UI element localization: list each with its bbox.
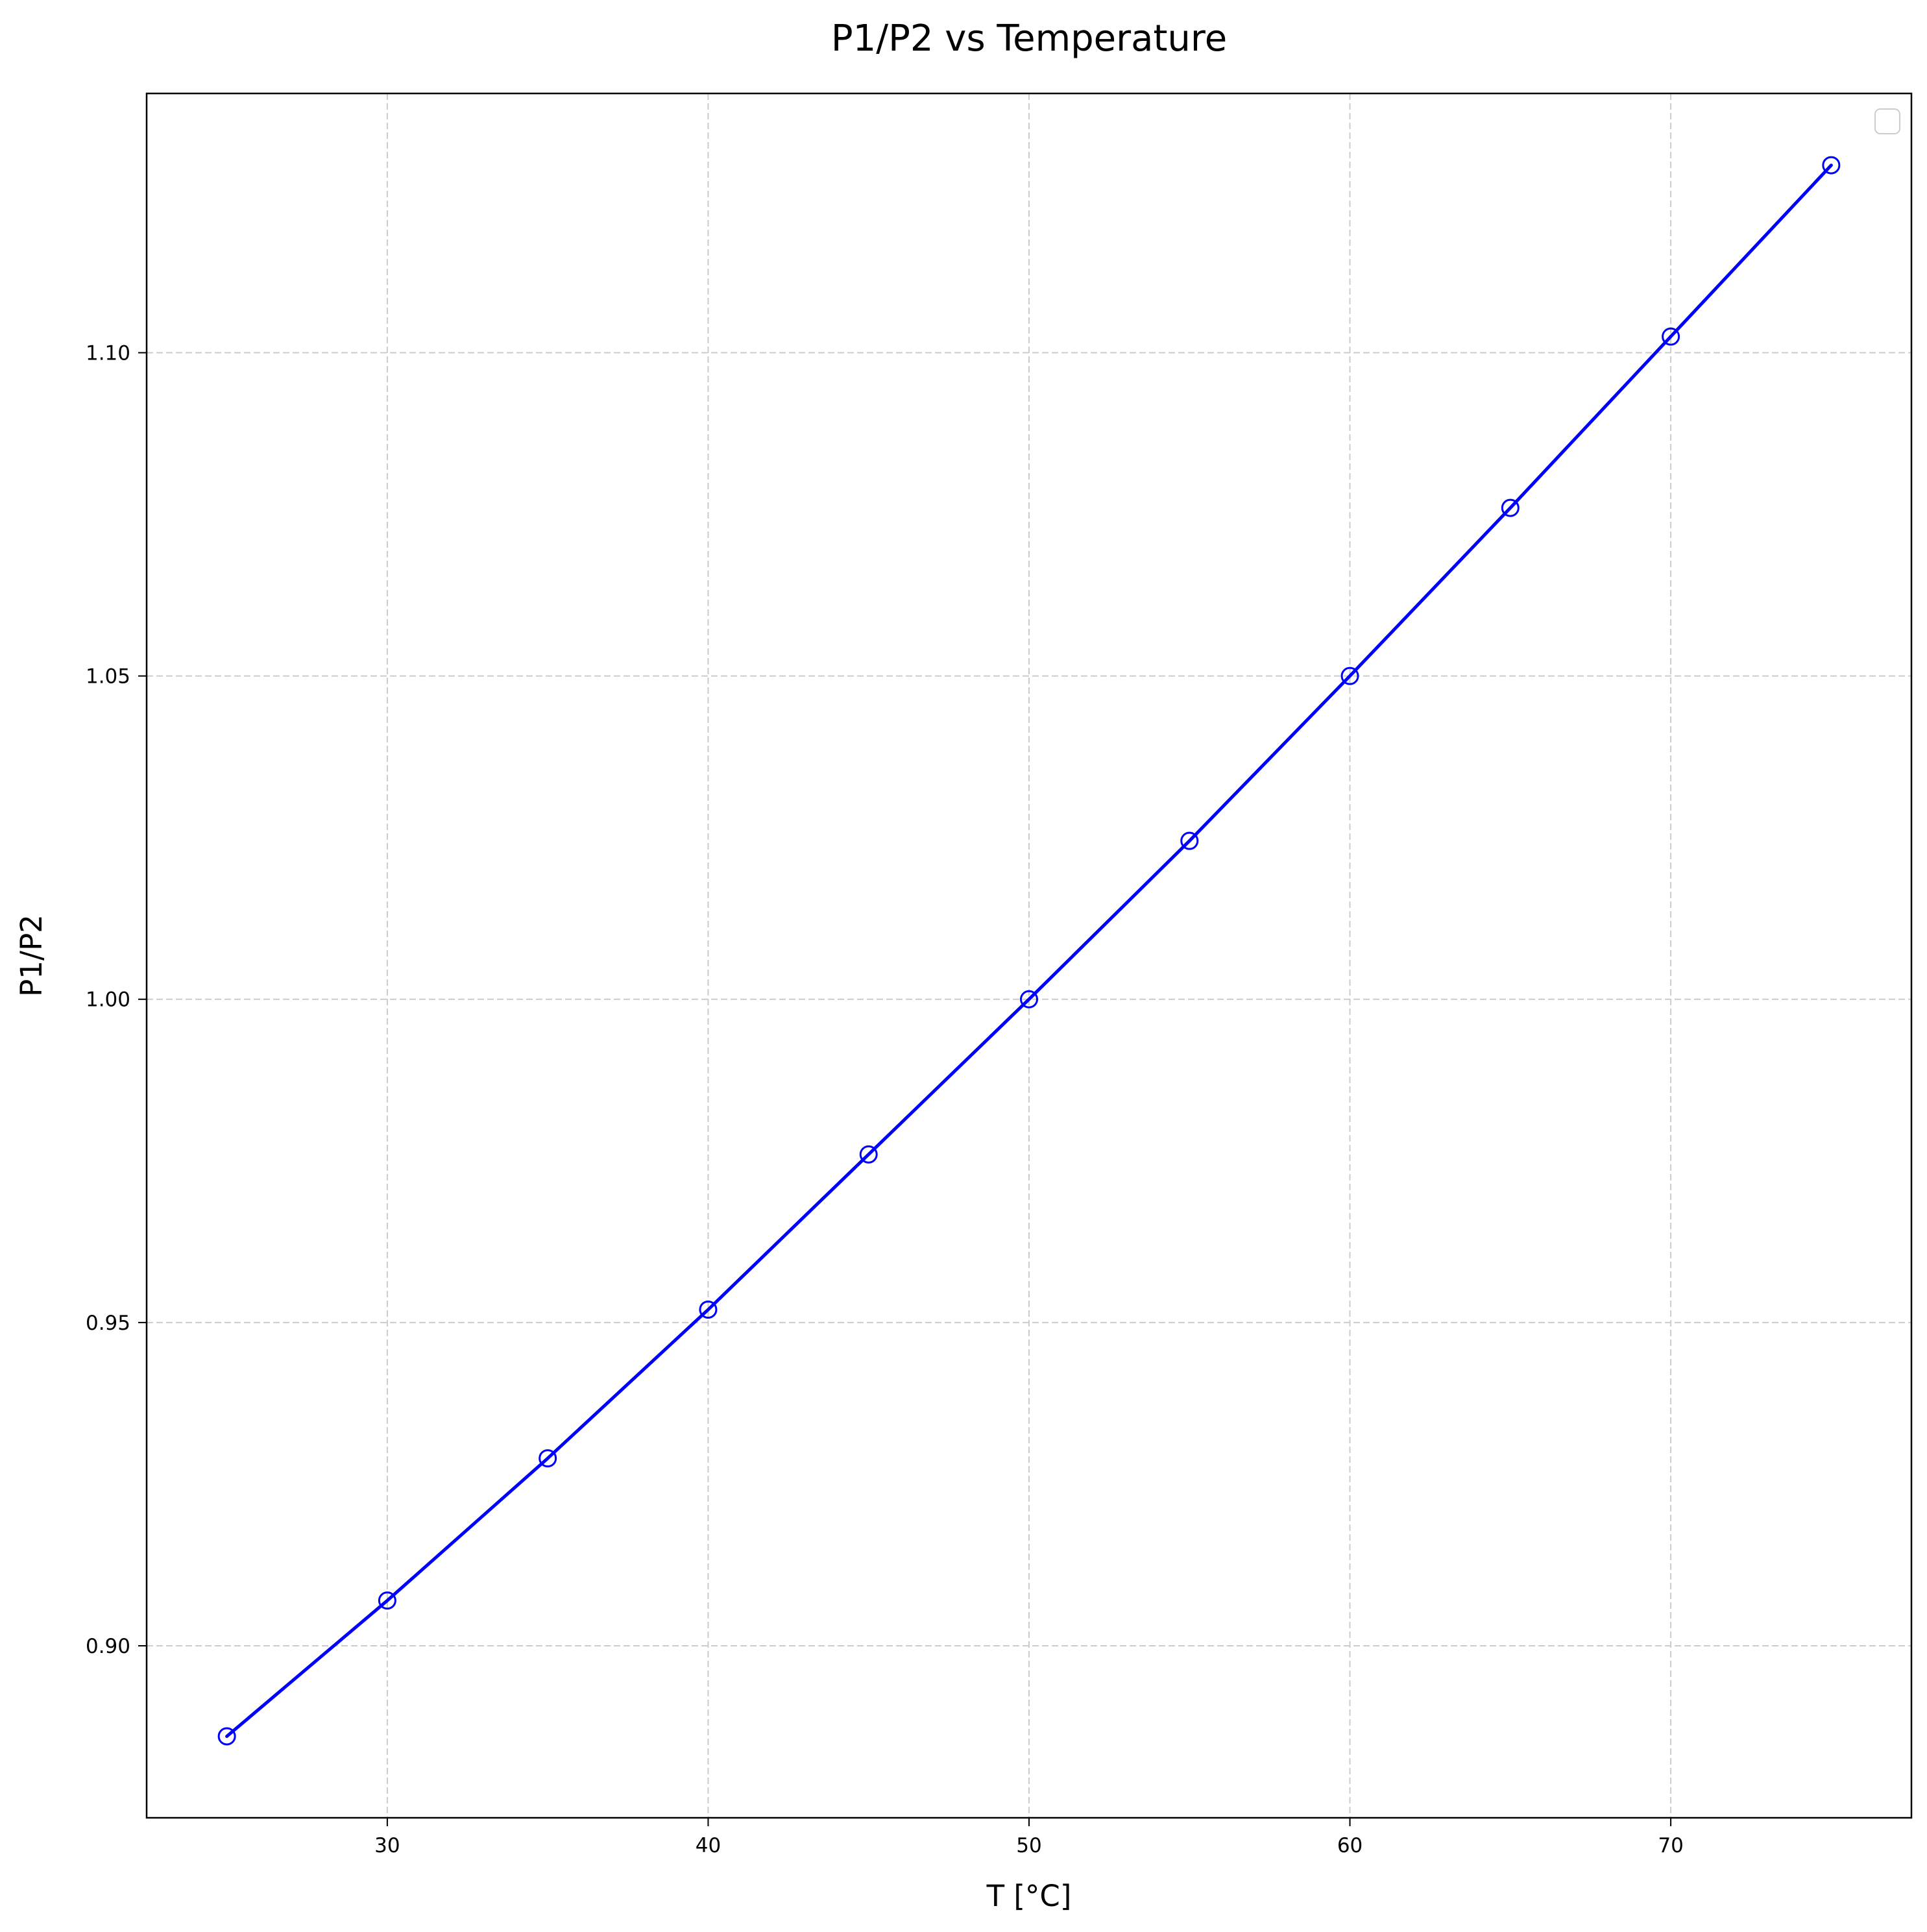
plot-series	[217, 156, 1841, 1746]
series-line	[225, 164, 1833, 1738]
data-point-marker	[1020, 990, 1038, 1009]
x-tick-label: 40	[696, 1834, 721, 1857]
data-point-marker	[1662, 327, 1680, 346]
grid	[147, 93, 1911, 1818]
data-point-marker	[1822, 156, 1841, 175]
data-point-marker	[1501, 498, 1520, 517]
data-point-marker	[539, 1449, 557, 1468]
legend-box	[1874, 108, 1900, 134]
y-tick-label: 1.00	[86, 988, 130, 1012]
data-point-marker	[378, 1591, 396, 1610]
y-tick-label: 0.90	[86, 1635, 130, 1658]
x-tick-label: 60	[1337, 1834, 1363, 1857]
x-tick-label: 30	[374, 1834, 400, 1857]
y-tick-label: 1.05	[86, 665, 130, 689]
chart-title: P1/P2 vs Temperature	[831, 18, 1227, 60]
x-tick-label: 70	[1658, 1834, 1683, 1857]
data-point-marker	[699, 1300, 718, 1319]
x-axis-label: T [°C]	[986, 1879, 1072, 1913]
data-point-marker	[1340, 666, 1359, 685]
data-point-marker	[217, 1727, 236, 1746]
axis-ticks: 30 40 50 60 70 0.90 0.95 1.00 1.05 1.10	[86, 341, 1684, 1857]
y-tick-label: 1.10	[86, 341, 130, 365]
x-tick-label: 50	[1016, 1834, 1041, 1857]
y-tick-label: 0.95	[86, 1312, 130, 1335]
data-point-marker	[859, 1145, 878, 1164]
data-point-marker	[1180, 831, 1199, 850]
y-axis-label: P1/P2	[14, 914, 49, 997]
